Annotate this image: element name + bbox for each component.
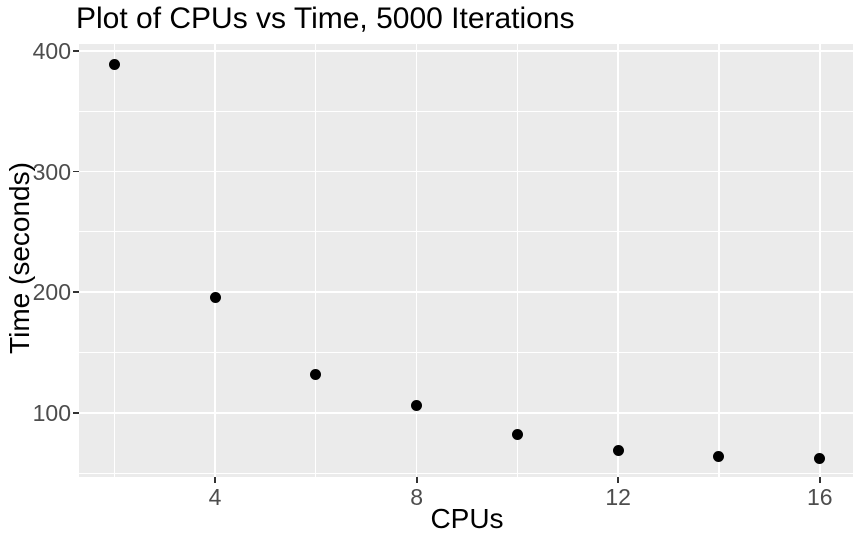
chart-title: Plot of CPUs vs Time, 5000 Iterations — [76, 2, 575, 35]
gridline-major-vertical — [818, 44, 821, 477]
data-point — [814, 453, 826, 465]
x-tick-mark — [617, 477, 620, 483]
gridline-minor-horizontal — [79, 110, 853, 112]
gridline-minor-vertical — [718, 44, 720, 477]
gridline-minor-horizontal — [79, 472, 853, 474]
gridline-major-horizontal — [79, 50, 853, 52]
data-point — [108, 58, 120, 70]
gridline-major-vertical — [214, 44, 216, 477]
data-point — [511, 429, 523, 441]
gridline-major-vertical — [415, 44, 418, 477]
gridline-major-horizontal — [79, 170, 853, 173]
data-point — [612, 444, 624, 456]
y-tick-mark — [73, 411, 79, 414]
data-point — [411, 400, 423, 412]
data-point — [713, 450, 725, 462]
x-tick-mark — [818, 477, 821, 483]
x-tick-label: 16 — [806, 484, 833, 510]
gridline-minor-vertical — [315, 44, 317, 477]
y-tick-label: 100 — [32, 399, 71, 426]
plot-panel — [79, 44, 853, 477]
x-tick-mark — [214, 477, 216, 483]
x-tick-label: 8 — [410, 484, 423, 510]
x-axis-title: CPUs — [430, 503, 504, 534]
y-tick-label: 300 — [32, 158, 71, 185]
y-tick-mark — [73, 291, 79, 294]
gridline-minor-horizontal — [79, 351, 853, 354]
data-point — [310, 368, 322, 380]
x-tick-mark — [415, 477, 418, 483]
y-tick-mark — [73, 49, 79, 52]
x-tick-label: 4 — [208, 484, 222, 510]
y-axis-title: Time (seconds) — [4, 162, 35, 354]
gridline-minor-horizontal — [79, 231, 853, 233]
gridline-major-horizontal — [79, 291, 853, 294]
data-point — [209, 291, 221, 303]
gridline-minor-vertical — [516, 44, 518, 477]
y-tick-label: 400 — [32, 37, 71, 64]
x-tick-label: 12 — [605, 484, 631, 510]
y-tick-label: 200 — [32, 279, 71, 306]
gridline-minor-vertical — [113, 44, 115, 477]
gridline-major-horizontal — [79, 411, 853, 414]
gridline-major-vertical — [617, 44, 620, 477]
y-tick-mark — [73, 170, 79, 173]
